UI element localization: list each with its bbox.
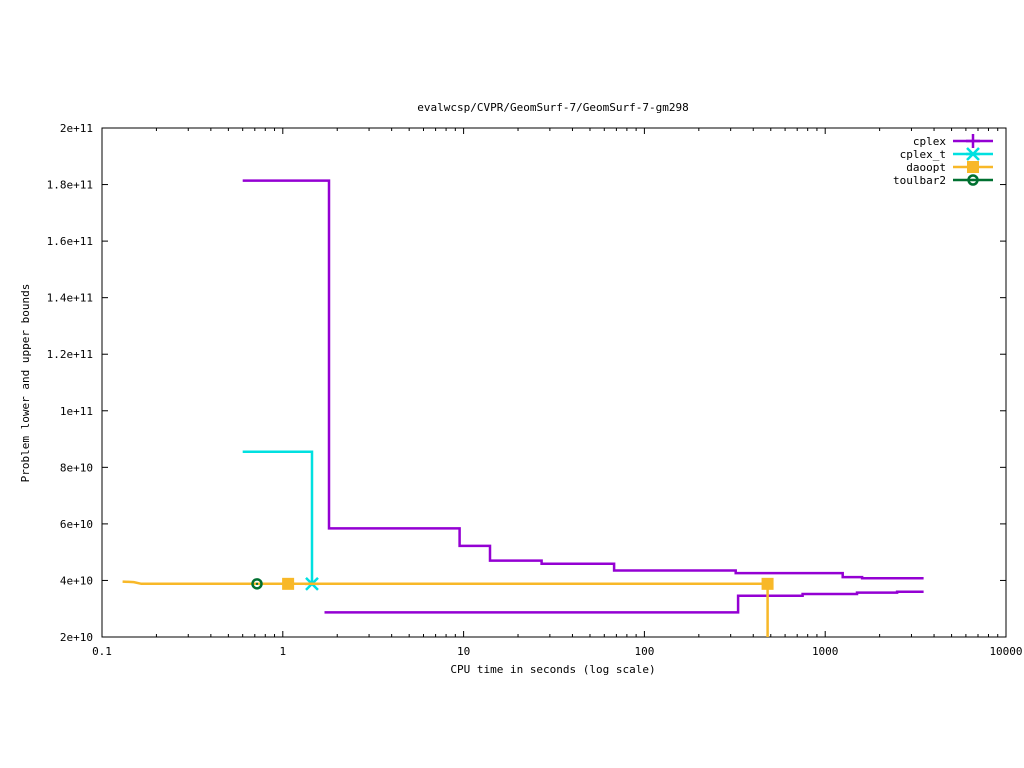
legend-label-toulbar2: toulbar2 [893,174,946,187]
legend-label-daoopt: daoopt [906,161,946,174]
y-tick-label: 1.4e+11 [47,292,93,305]
point-daoopt [761,577,774,590]
x-tick-label: 10000 [989,645,1022,658]
legend-marker-cplex [966,134,980,148]
series-daoopt [122,577,774,637]
axis-ticks: 2e+10 4e+10 6e+10 8e+10 1e+11 1.2e+11 1.4e+11 1… [47,122,1023,658]
chart-title: evalwcsp/CVPR/GeomSurf-7/GeomSurf-7-gm29… [417,101,689,114]
x-tick-label: 0.1 [92,645,112,658]
y-tick-label: 2e+11 [60,122,93,135]
series-line-cplex-t [242,450,314,584]
series-cplex [242,179,924,614]
x-tick-label: 10 [457,645,470,658]
point-daoopt [282,577,295,590]
y-tick-label: 2e+10 [60,631,93,644]
series-toulbar2 [251,578,263,590]
series-line-cplex [242,179,924,580]
plot-frame [101,127,1007,638]
series-cplex-t [242,450,319,591]
series-line-cplex [324,590,924,614]
y-tick-label: 1.8e+11 [47,179,93,192]
legend-marker-cplex-t [966,147,980,161]
y-tick-label: 1.2e+11 [47,348,93,361]
legend-marker-toulbar2 [967,174,979,186]
y-tick-label: 4e+10 [60,574,93,587]
y-tick-label: 1.6e+11 [47,235,93,248]
point-toulbar2 [251,578,263,590]
y-axis-label: Problem lower and upper bounds [19,284,32,483]
legend-marker-daoopt [967,161,979,173]
x-tick-label: 100 [634,645,654,658]
legend-label-cplex-t: cplex_t [900,148,946,161]
x-tick-label: 1 [279,645,286,658]
series-layer [122,179,924,637]
x-tick-label: 1000 [812,645,839,658]
legend-marker-toulbar2-dot [971,178,975,182]
series-line-daoopt [122,580,769,637]
y-tick-label: 1e+11 [60,405,93,418]
y-tick-label: 8e+10 [60,461,93,474]
x-axis-label: CPU time in seconds (log scale) [450,663,655,676]
y-tick-label: 6e+10 [60,518,93,531]
point-toulbar2-dot [255,582,259,586]
plot-border [101,127,1007,638]
legend-label-cplex: cplex [913,135,946,148]
